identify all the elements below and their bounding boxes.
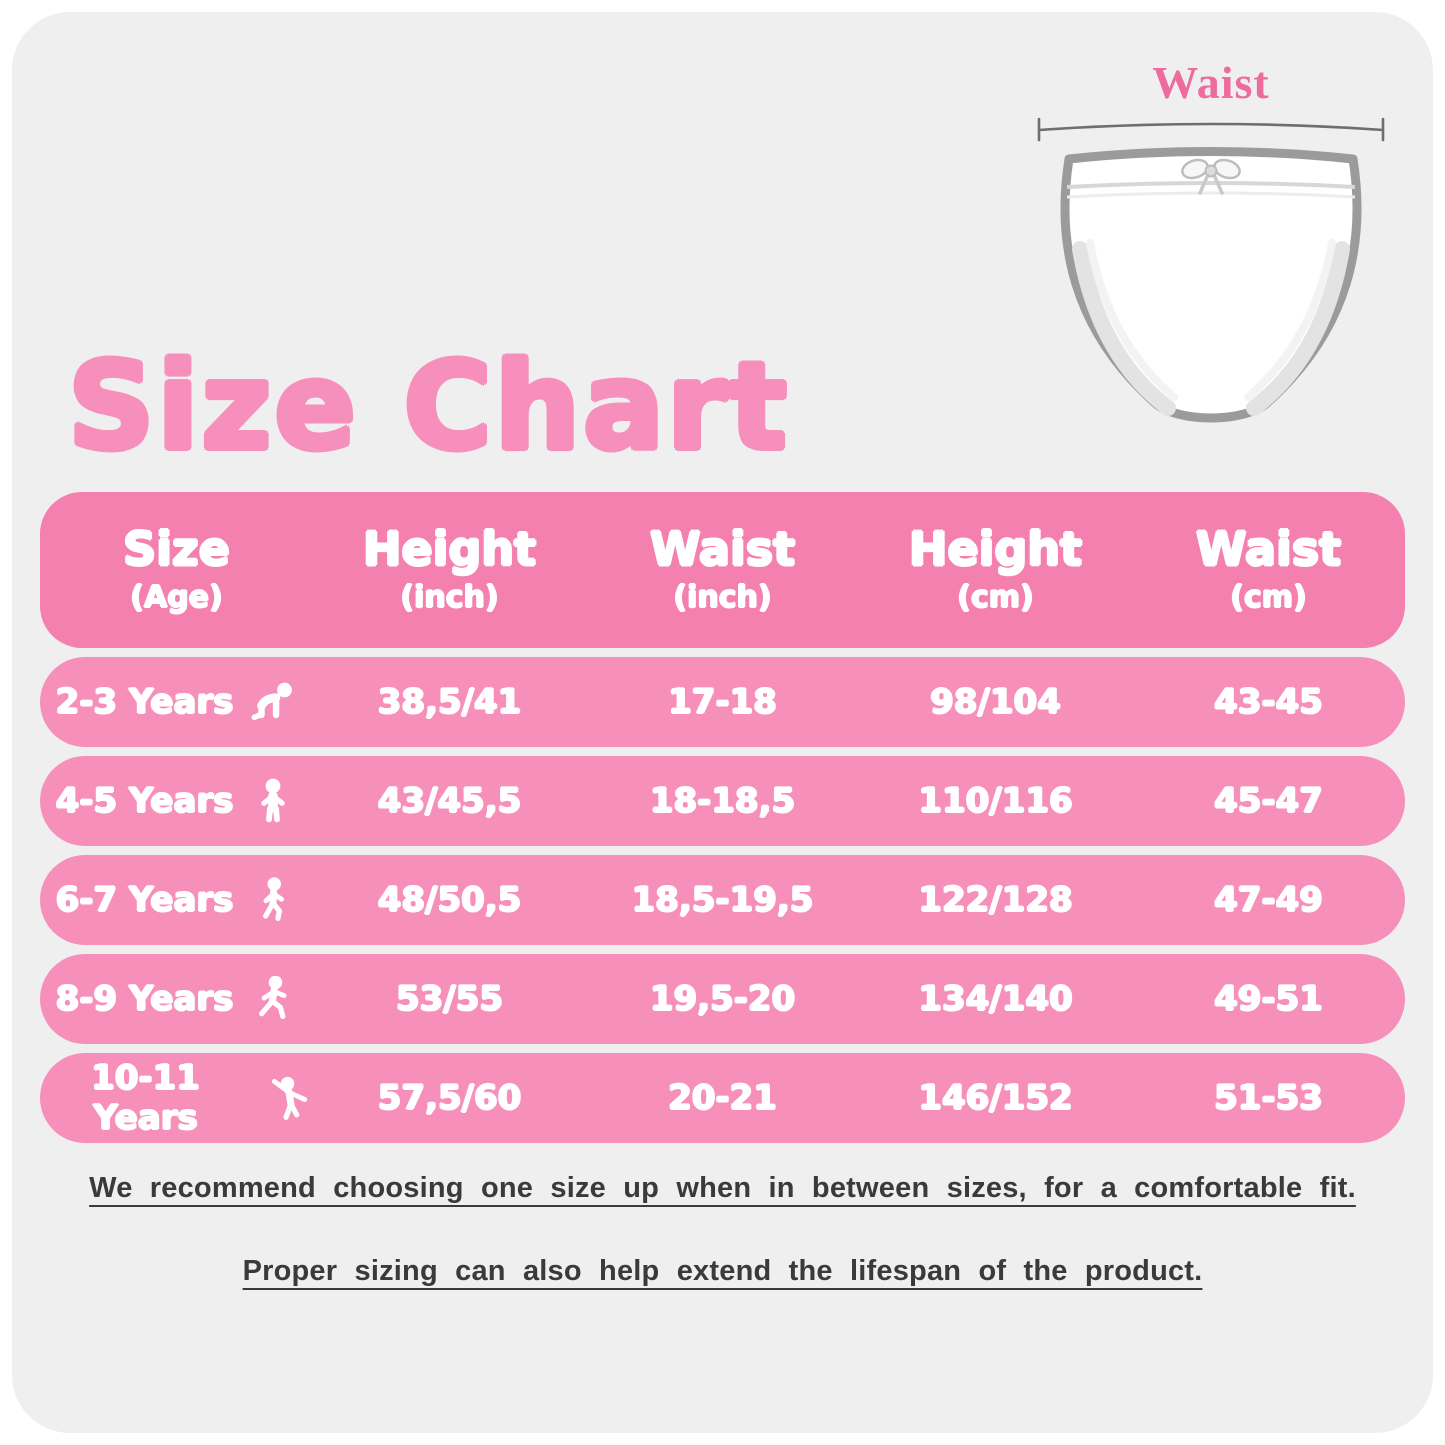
height-cm-value: 122/128 (918, 880, 1073, 920)
header-main-label: Height (362, 522, 537, 577)
note-size-up: We recommend choosing one size up when i… (89, 1172, 1356, 1204)
waist-label: Waist (1152, 57, 1270, 108)
underwear-briefs-icon (1037, 117, 1385, 423)
header-waist-cm: Waist (cm) (1132, 492, 1405, 648)
bow-icon (1181, 158, 1241, 195)
height-cm-value: 134/140 (918, 979, 1073, 1019)
page-title: Size Chart (68, 338, 790, 478)
header-waist-inch: Waist (inch) (586, 492, 859, 648)
height-inch-value: 38,5/41 (377, 682, 522, 722)
waist-inch-value: 20-21 (668, 1078, 777, 1118)
header-sub-label: (inch) (673, 579, 772, 615)
waist-measurement-diagram: Waist (1026, 56, 1396, 449)
sizing-notes: We recommend choosing one size up when i… (55, 1172, 1390, 1288)
note-lifespan: Proper sizing can also help extend the l… (242, 1255, 1203, 1287)
table-row: 4-5 Years 43/45,5 18-18,5 110/116 45-47 (40, 756, 1405, 846)
age-label: 10-11 Years (91, 1058, 200, 1138)
table-header-row: Size (Age) Height (inch) Waist (inch) He… (40, 492, 1405, 648)
crawling-baby-icon (249, 678, 297, 726)
size-age-cell: 8-9 Years (40, 975, 313, 1023)
waist-inch-value: 18,5-19,5 (631, 880, 814, 920)
waist-cm-value: 45-47 (1214, 781, 1323, 821)
header-height-cm: Height (cm) (859, 492, 1132, 648)
child-dancing-icon (267, 1074, 313, 1122)
header-height-inch: Height (inch) (313, 492, 586, 648)
header-size-age: Size (Age) (40, 492, 313, 648)
waist-cm-value: 51-53 (1214, 1078, 1323, 1118)
toddler-standing-icon (249, 777, 297, 825)
height-cm-value: 98/104 (930, 682, 1061, 722)
height-cm-value: 146/152 (918, 1078, 1073, 1118)
height-inch-value: 57,5/60 (377, 1078, 522, 1118)
table-row: 2-3 Years 38,5/41 17-18 98/104 43-45 (40, 657, 1405, 747)
height-inch-value: 43/45,5 (377, 781, 522, 821)
header-sub-label: (cm) (957, 579, 1034, 615)
age-label: 6-7 Years (55, 880, 234, 920)
size-age-cell: 6-7 Years (40, 876, 313, 924)
size-age-cell: 2-3 Years (40, 678, 313, 726)
waist-cm-value: 43-45 (1214, 682, 1323, 722)
table-row: 10-11 Years 57,5/60 20-21 146/152 51-53 (40, 1053, 1405, 1143)
header-sub-label: (inch) (400, 579, 499, 615)
size-chart-table: Size (Age) Height (inch) Waist (inch) He… (40, 492, 1405, 1143)
header-main-label: Waist (1195, 522, 1342, 577)
waist-cm-value: 49-51 (1214, 979, 1323, 1019)
child-walking-icon (249, 876, 297, 924)
header-main-label: Size (123, 522, 230, 577)
header-sub-label: (cm) (1230, 579, 1307, 615)
child-striding-icon (249, 975, 297, 1023)
age-label: 8-9 Years (55, 979, 234, 1019)
table-row: 8-9 Years 53/55 19,5-20 134/140 49-51 (40, 954, 1405, 1044)
waist-inch-value: 19,5-20 (649, 979, 796, 1019)
height-inch-value: 48/50,5 (377, 880, 522, 920)
measurement-line-icon (1037, 117, 1385, 142)
height-inch-value: 53/55 (395, 979, 504, 1019)
header-main-label: Waist (649, 522, 796, 577)
size-age-cell: 4-5 Years (40, 777, 313, 825)
height-cm-value: 110/116 (918, 781, 1073, 821)
size-age-cell: 10-11 Years (40, 1058, 313, 1138)
table-body: 2-3 Years 38,5/41 17-18 98/104 43-45 4-5… (40, 657, 1405, 1143)
age-label: 4-5 Years (55, 781, 234, 821)
header-sub-label: (Age) (130, 579, 223, 615)
waist-inch-value: 18-18,5 (649, 781, 796, 821)
age-label: 2-3 Years (55, 682, 234, 722)
table-row: 6-7 Years 48/50,5 18,5-19,5 122/128 47-4… (40, 855, 1405, 945)
waist-cm-value: 47-49 (1214, 880, 1323, 920)
waist-inch-value: 17-18 (668, 682, 777, 722)
header-main-label: Height (908, 522, 1083, 577)
